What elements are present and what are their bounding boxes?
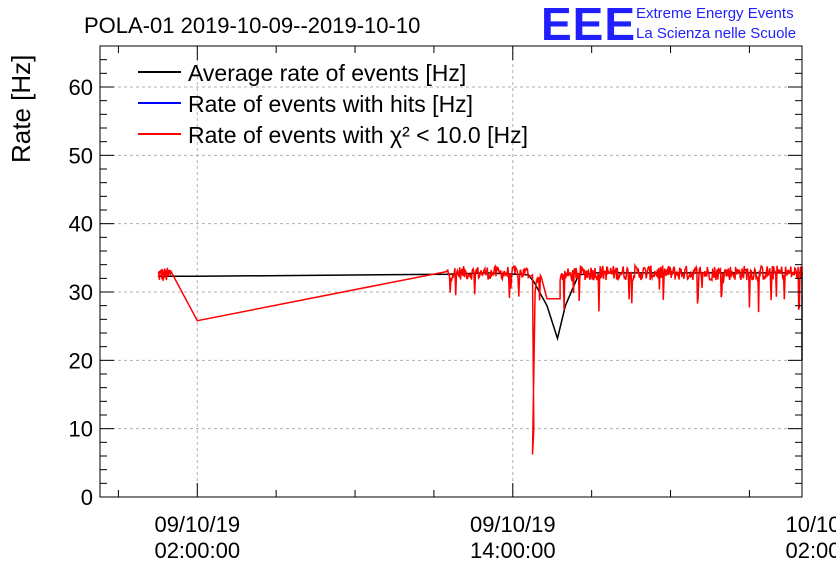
series-average-rate-line — [157, 272, 803, 361]
y-tick-label: 10 — [69, 417, 93, 442]
x-tick-label-time: 02:00:00 — [154, 538, 240, 563]
legend: Average rate of events [Hz] Rate of event… — [138, 60, 528, 148]
series-layer — [157, 262, 803, 455]
logo-line-2: La Scienza nelle Scuole — [636, 25, 796, 42]
logo-line-1: Extreme Energy Events — [636, 5, 794, 22]
y-axis-title: Rate [Hz] — [6, 55, 36, 163]
y-tick-label: 20 — [69, 348, 93, 373]
y-tick-label: 50 — [69, 143, 93, 168]
axes: 010203040506009/10/1902:00:0009/10/1914:… — [69, 45, 836, 563]
x-tick-label-date: 10/10/19 — [785, 512, 836, 537]
series-chi2-rate-line — [157, 262, 803, 455]
logo-mark: EEE — [541, 0, 636, 50]
x-tick-label-time: 02:00:00 — [785, 538, 836, 563]
chart-title: POLA-01 2019-10-09--2019-10-10 — [84, 13, 420, 38]
y-tick-label: 30 — [69, 280, 93, 305]
x-tick-label-date: 09/10/19 — [470, 512, 556, 537]
y-tick-label: 40 — [69, 212, 93, 237]
x-tick-label-date: 09/10/19 — [154, 512, 240, 537]
legend-label: Rate of events with χ² < 10.0 [Hz] — [188, 122, 528, 148]
eee-logo: EEE Extreme Energy Events La Scienza nel… — [541, 0, 796, 50]
x-tick-label-time: 14:00:00 — [470, 538, 556, 563]
plot-frame — [99, 45, 803, 498]
grid-lines — [100, 46, 802, 497]
y-tick-label: 60 — [69, 75, 93, 100]
y-tick-label: 0 — [81, 485, 93, 510]
legend-label: Rate of events with hits [Hz] — [188, 91, 473, 117]
legend-label: Average rate of events [Hz] — [188, 60, 466, 86]
